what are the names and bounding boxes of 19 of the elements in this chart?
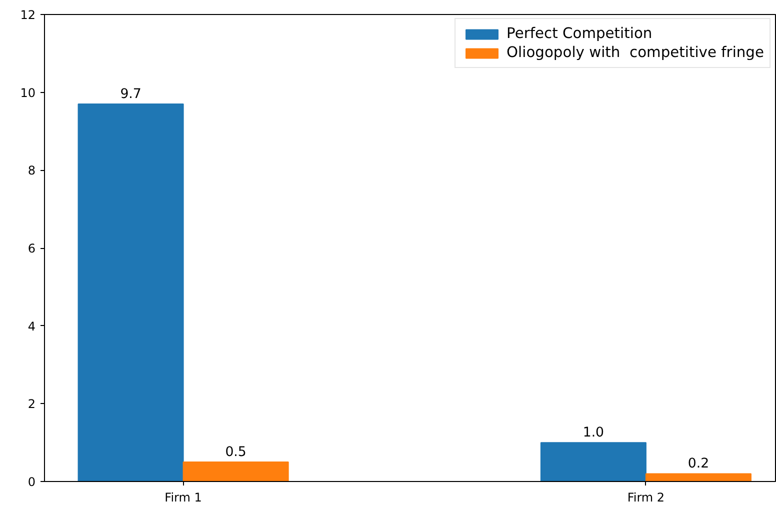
y-tick-label: 10 xyxy=(20,86,36,100)
bar xyxy=(78,104,184,482)
data-label: 1.0 xyxy=(582,426,604,441)
y-tick-label: 6 xyxy=(28,242,36,256)
data-label: 0.2 xyxy=(688,456,710,472)
bar xyxy=(645,473,752,482)
legend-label: Perfect Competition xyxy=(506,25,652,42)
bar xyxy=(540,442,646,482)
y-tick-label: 0 xyxy=(28,475,36,489)
y-tick-label: 8 xyxy=(28,164,36,178)
y-tick-label: 12 xyxy=(20,8,36,22)
y-tick-label: 2 xyxy=(28,397,36,412)
data-label: 0.5 xyxy=(225,445,246,460)
data-label: 9.7 xyxy=(120,87,142,102)
x-tick-label: Firm 2 xyxy=(627,490,665,504)
bar xyxy=(182,462,289,482)
legend-label: Oliogopoly with competitive fringe xyxy=(506,44,764,61)
x-tick-label: Firm 1 xyxy=(164,490,202,504)
y-tick-label: 4 xyxy=(28,319,36,334)
